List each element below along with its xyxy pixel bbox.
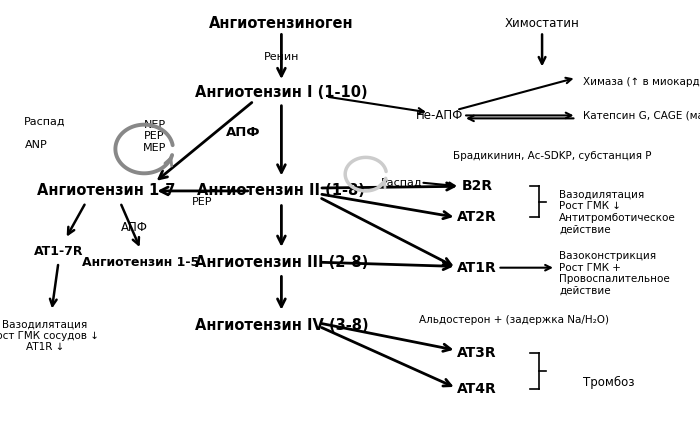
Text: AT4R: AT4R: [457, 382, 497, 396]
Text: Альдостерон + (задержка Na/H₂O): Альдостерон + (задержка Na/H₂O): [419, 315, 608, 325]
Text: Ангиотензин IV (3-8): Ангиотензин IV (3-8): [195, 318, 368, 333]
Text: Распад: Распад: [24, 117, 66, 127]
Text: Вазоконстрикция
Рост ГМК +
Провоспалительное
действие: Вазоконстрикция Рост ГМК + Провоспалител…: [559, 251, 670, 296]
Text: Ангиотензин II (1-8): Ангиотензин II (1-8): [197, 184, 365, 199]
Text: Химостатин: Химостатин: [505, 17, 580, 30]
Text: PEP: PEP: [193, 197, 213, 207]
Text: AT3R: AT3R: [457, 346, 497, 360]
Text: Распад: Распад: [381, 178, 422, 187]
Text: Вазодилятация
Рост ГМК ↓
Антитромботическое
действие: Вазодилятация Рост ГМК ↓ Антитромботичес…: [559, 190, 676, 234]
Text: Ангиотензин I (1-10): Ангиотензин I (1-10): [195, 85, 368, 100]
Text: AT1-7R: AT1-7R: [34, 245, 83, 258]
Text: ANP: ANP: [25, 140, 47, 150]
Text: Катепсин G, CAGE (мастоциты): Катепсин G, CAGE (мастоциты): [583, 110, 700, 120]
Text: Вазодилятация
Рост ГМК сосудов ↓
AT1R ↓: Вазодилятация Рост ГМК сосудов ↓ AT1R ↓: [0, 319, 99, 352]
Text: Ангиотензиноген: Ангиотензиноген: [209, 16, 354, 31]
Text: NEP
PEP
MEP: NEP PEP MEP: [143, 120, 166, 153]
Text: АПФ: АПФ: [226, 126, 261, 139]
Text: АПФ: АПФ: [120, 221, 148, 234]
Text: AT1R: AT1R: [457, 261, 497, 275]
Text: Ренин: Ренин: [264, 52, 299, 62]
Text: Химаза (↑ в миокарде человека): Химаза (↑ в миокарде человека): [583, 77, 700, 87]
Text: Брадикинин, Ac-SDKP, субстанция P: Брадикинин, Ac-SDKP, субстанция P: [453, 151, 652, 161]
Text: AT2R: AT2R: [457, 210, 497, 224]
Text: B2R: B2R: [461, 179, 493, 193]
Text: Ангиотензин 1-7: Ангиотензин 1-7: [37, 184, 176, 199]
Text: Ангиотензин 1-5: Ангиотензин 1-5: [82, 256, 200, 269]
Text: Не-АПФ: Не-АПФ: [416, 109, 463, 122]
Text: Ангиотензин III (2-8): Ангиотензин III (2-8): [195, 255, 368, 270]
Text: Тромбоз: Тромбоз: [583, 376, 635, 389]
